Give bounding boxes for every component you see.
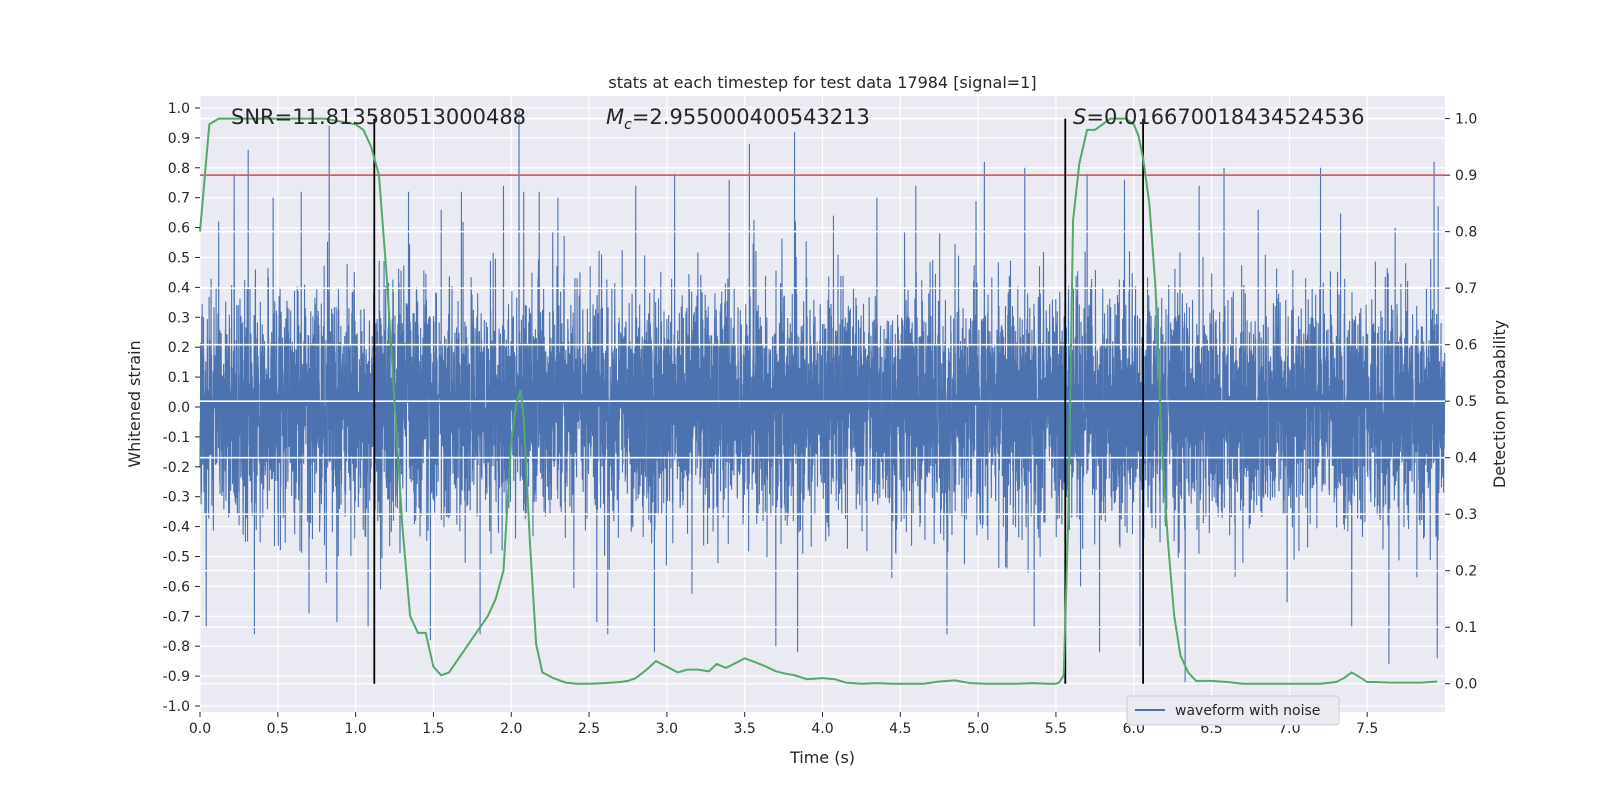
y-axis-ticks: 1.0 0.9 0.8 0.7 0.6 0.5 0.4 0.3 0.2 0.1 0.0 -0.1 -0.… <box>163 101 200 715</box>
x-tick-label: 3.5 <box>734 721 756 737</box>
legend-label: waveform with noise <box>1175 703 1320 719</box>
y-tick-label: 0.5 <box>168 250 190 266</box>
y-tick-label: 0.7 <box>168 191 190 207</box>
x-tick-label: 0.0 <box>189 721 211 737</box>
right-y-axis-ticks: 1.0 0.9 0.8 0.7 0.6 0.5 0.4 0.3 0.2 0.1 0.0 <box>1445 112 1477 693</box>
s-value: =0.016670018434524536 <box>1086 105 1364 129</box>
right-y-tick-label: 1.0 <box>1455 112 1477 128</box>
right-y-tick-label: 0.1 <box>1455 620 1477 636</box>
right-y-tick-label: 0.9 <box>1455 168 1477 184</box>
y-tick-label: 0.1 <box>168 370 190 386</box>
legend: waveform with noise <box>1126 695 1340 726</box>
x-tick-label: 4.5 <box>889 721 911 737</box>
y-tick-label: -0.7 <box>163 609 190 625</box>
snr-annotation: SNR=11.813580513000488 <box>231 105 526 129</box>
y-tick-label: -0.3 <box>163 490 190 506</box>
y-tick-label: -0.4 <box>163 520 190 536</box>
right-y-tick-label: 0.2 <box>1455 564 1477 580</box>
y-tick-label: 0.4 <box>168 280 190 296</box>
chart-title: stats at each timestep for test data 179… <box>608 73 1036 92</box>
y-axis-label: Whitened strain <box>125 340 144 467</box>
y-tick-label: 0.3 <box>168 310 190 326</box>
s-annotation: S=0.016670018434524536 <box>1073 105 1364 129</box>
y-tick-label: 0.9 <box>168 131 190 147</box>
y-tick-label: 0.0 <box>168 400 190 416</box>
chirp-mass-subscript: c <box>624 117 632 133</box>
right-y-tick-label: 0.5 <box>1455 394 1477 410</box>
right-y-axis-label: Detection probability <box>1490 320 1509 488</box>
right-y-tick-label: 0.3 <box>1455 507 1477 523</box>
x-tick-label: 4.0 <box>811 721 833 737</box>
y-tick-label: 0.2 <box>168 340 190 356</box>
chirp-mass-symbol: M <box>606 105 624 129</box>
right-y-tick-label: 0.4 <box>1455 451 1477 467</box>
y-tick-label: -0.1 <box>163 430 190 446</box>
x-tick-label: 1.0 <box>344 721 366 737</box>
x-tick-label: 3.0 <box>656 721 678 737</box>
probability-series <box>199 117 1438 685</box>
x-tick-label: 5.5 <box>1045 721 1067 737</box>
y-tick-label: -0.6 <box>163 579 190 595</box>
x-tick-label: 0.5 <box>267 721 289 737</box>
x-tick-label: 2.5 <box>578 721 600 737</box>
y-tick-label: 1.0 <box>168 101 190 117</box>
right-y-tick-label: 0.8 <box>1455 225 1477 241</box>
x-tick-label: 1.5 <box>422 721 444 737</box>
right-y-tick-label: 0.0 <box>1455 677 1477 693</box>
y-tick-label: -0.5 <box>163 550 190 566</box>
y-tick-label: -1.0 <box>163 699 190 715</box>
y-tick-label: 0.8 <box>168 161 190 177</box>
probability-line <box>199 117 1438 685</box>
chirp-mass-annotation: Mc=2.955000400543213 <box>606 105 870 133</box>
y-tick-label: -0.9 <box>163 669 190 685</box>
y-tick-label: -0.8 <box>163 639 190 655</box>
chirp-mass-value: =2.955000400543213 <box>632 105 870 129</box>
s-symbol: S <box>1073 105 1086 129</box>
right-y-tick-label: 0.7 <box>1455 281 1477 297</box>
x-axis-label: Time (s) <box>789 748 855 767</box>
y-tick-label: 0.6 <box>168 221 190 237</box>
x-tick-label: 2.0 <box>500 721 522 737</box>
legend-box <box>1126 695 1340 726</box>
x-tick-label: 5.0 <box>967 721 989 737</box>
right-y-tick-label: 0.6 <box>1455 338 1477 354</box>
x-tick-label: 7.5 <box>1356 721 1378 737</box>
y-tick-label: -0.2 <box>163 460 190 476</box>
